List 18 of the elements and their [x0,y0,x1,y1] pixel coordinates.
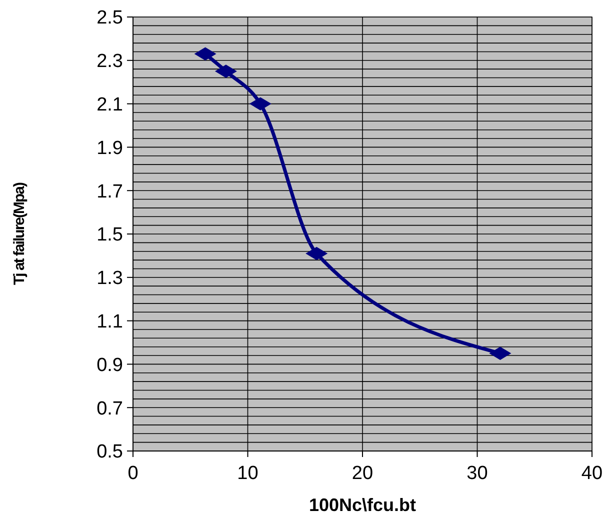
x-tick-label: 40 [581,463,603,484]
x-tick-label: 10 [237,463,258,484]
y-tick-label: 1.7 [96,181,123,202]
x-tick-label: 20 [352,463,374,484]
x-tick-label: 30 [466,463,488,484]
y-tick-label: 1.1 [96,311,123,332]
y-tick-label: 0.7 [96,398,123,420]
y-tick-label: 0.5 [96,442,123,463]
y-tick-label: 2.1 [96,94,123,116]
y-axis-title: Tj at failure(Mpa) [11,182,28,286]
x-axis-title: 100Nc\fcu.bt [308,495,416,515]
y-tick-label: 2.3 [96,51,123,72]
y-tick-label: 1.5 [96,224,123,246]
y-tick-label: 2.5 [96,8,123,29]
y-tick-label: 1.3 [96,268,123,290]
x-tick-label: 0 [128,463,138,484]
y-tick-label: 1.9 [96,138,123,159]
y-tick-label: 0.9 [96,354,123,376]
